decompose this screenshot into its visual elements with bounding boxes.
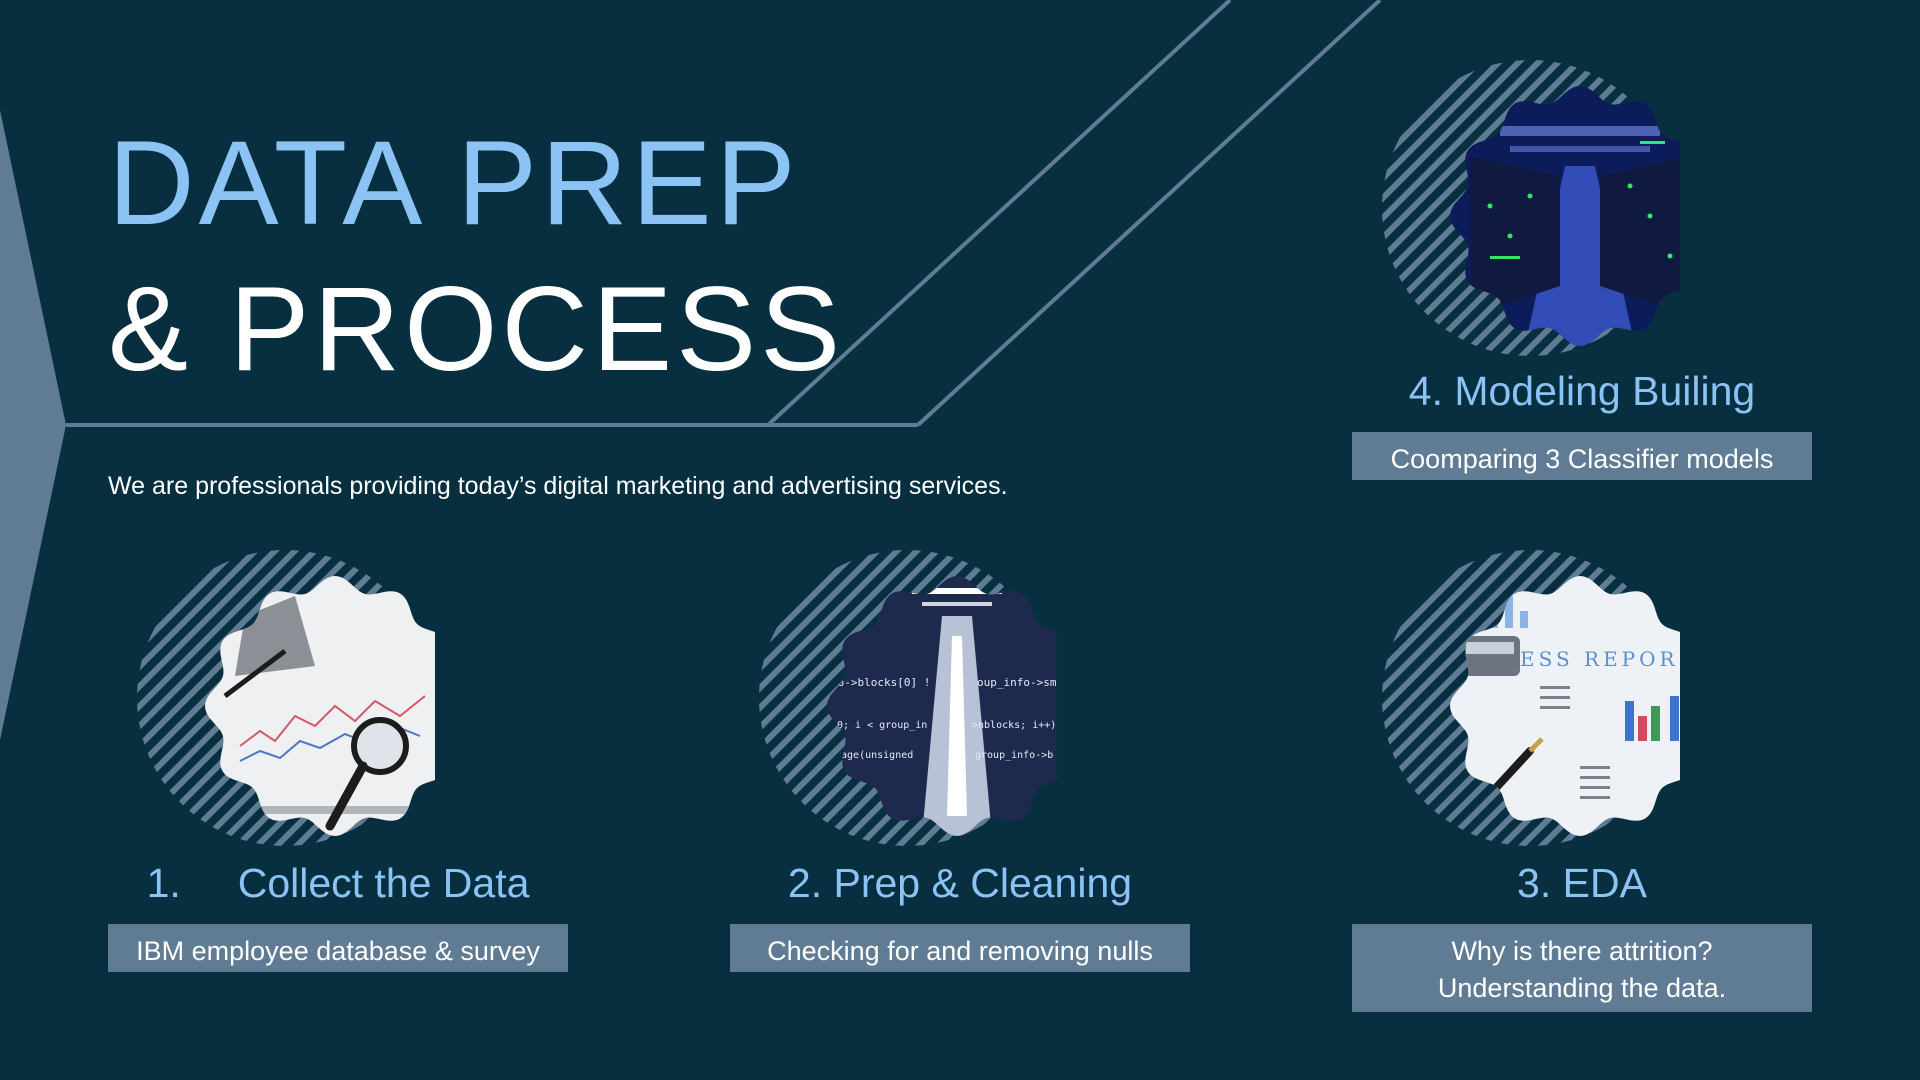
step-1-description: IBM employee database & survey [108,924,568,972]
step-3-description: Why is there attrition? Understanding th… [1352,924,1812,1012]
svg-text:>nblocks; i++): >nblocks; i++) [972,720,1056,731]
step-1-image [137,550,435,846]
svg-text:ESS REPOR: ESS REPOR [1520,647,1679,671]
step-3-description-line-1: Why is there attrition? [1451,936,1713,966]
svg-text:group_info->b: group_info->b [975,750,1053,761]
data-center-servers-image [1450,86,1680,346]
server-corridor-code-image: fo->blocks[0] ! oup_info->small 0; i < g… [827,576,1057,836]
step-3-description-line-2: Understanding the data. [1437,973,1727,1003]
step-4-image [1382,60,1680,356]
stock-chart-magnifier-image [205,576,435,836]
svg-text:oup_info->small: oup_info->small [977,676,1057,689]
diagonal-line-1 [766,0,1232,427]
step-2-description: Checking for and removing nulls [730,924,1190,972]
tagline: We are professionals providing today’s d… [108,472,1008,500]
svg-text:page(unsigned: page(unsigned [835,750,913,761]
left-chevron-shape [0,110,66,740]
step-4-title: 4. Modeling Builing [1408,368,1756,414]
step-1-title: 1. Collect the Data [146,860,530,906]
step-3-image: ESS REPOR [1382,550,1680,846]
business-report-image: ESS REPOR [1450,576,1680,836]
svg-text:0; i < group_in: 0; i < group_in [837,720,927,731]
svg-text:fo->blocks[0] !: fo->blocks[0] ! [831,676,930,689]
title-line-2: & PROCESS [108,262,845,396]
step-2-image: fo->blocks[0] ! oup_info->small 0; i < g… [759,550,1057,846]
step-2-title: 2. Prep & Cleaning [787,860,1133,906]
title-line-1: DATA PREP [108,116,800,250]
step-4-description: Coomparing 3 Classifier models [1352,432,1812,480]
diagonal-line-2 [916,0,1382,427]
step-3-title: 3. EDA [1517,860,1647,906]
